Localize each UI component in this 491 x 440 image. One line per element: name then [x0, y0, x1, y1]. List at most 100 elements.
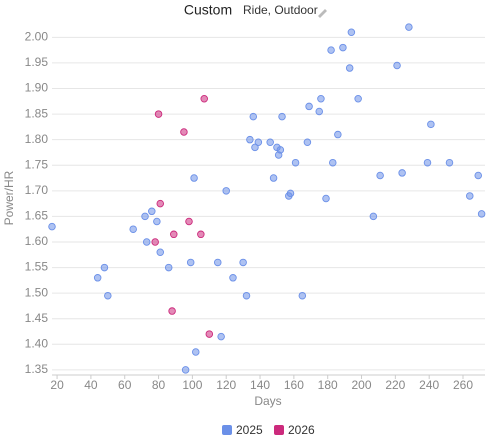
point — [239, 258, 247, 267]
point — [334, 130, 342, 139]
point — [242, 291, 251, 300]
point — [104, 291, 112, 300]
point — [291, 158, 300, 167]
edit-icon[interactable] — [318, 9, 327, 18]
point — [393, 61, 401, 70]
point — [205, 330, 214, 338]
point — [249, 112, 258, 121]
point — [445, 158, 454, 167]
point — [246, 135, 254, 144]
point — [151, 238, 159, 246]
point — [142, 238, 151, 246]
point — [376, 171, 384, 180]
point — [254, 138, 263, 146]
point — [129, 225, 137, 233]
point — [197, 230, 205, 239]
point — [298, 291, 307, 300]
y-tick-label: 1.80 — [25, 132, 49, 146]
point — [303, 138, 312, 146]
y-tick-label: 1.65 — [25, 209, 49, 223]
y-tick-label: 1.95 — [25, 55, 49, 69]
point — [347, 28, 356, 36]
point — [315, 107, 323, 116]
point — [100, 263, 109, 272]
point — [164, 263, 173, 272]
point — [181, 366, 190, 374]
point — [192, 348, 200, 356]
point — [466, 192, 474, 200]
y-tick-label: 1.40 — [25, 336, 49, 350]
point — [345, 64, 354, 72]
legend-label: 2025 — [236, 423, 263, 437]
point — [186, 258, 195, 267]
x-tick-label: 220 — [385, 378, 405, 392]
point — [185, 217, 193, 226]
point — [170, 230, 178, 239]
point — [217, 332, 225, 341]
x-tick-label: 180 — [318, 378, 338, 392]
point — [339, 43, 347, 52]
point — [48, 222, 56, 231]
x-tick-label: 20 — [50, 378, 64, 392]
y-tick-label: 1.45 — [25, 311, 49, 325]
legend-swatch — [222, 425, 232, 435]
point — [276, 146, 285, 154]
x-tick-label: 120 — [216, 378, 236, 392]
x-tick-label: 260 — [453, 378, 473, 392]
point — [154, 110, 163, 118]
x-axis-label: Days — [254, 394, 281, 408]
x-tick-label: 160 — [284, 378, 304, 392]
y-tick-label: 1.90 — [25, 81, 49, 95]
point — [474, 171, 482, 180]
point — [354, 94, 362, 103]
x-tick-label: 100 — [182, 378, 202, 392]
y-tick-label: 1.55 — [25, 260, 49, 274]
legend-label: 2026 — [288, 423, 315, 437]
point — [190, 174, 198, 182]
point — [222, 187, 230, 195]
y-tick-label: 1.50 — [25, 285, 49, 299]
y-tick-label: 1.75 — [25, 157, 49, 171]
point — [398, 169, 406, 177]
chart-title: Custom — [184, 2, 232, 18]
point — [156, 199, 164, 208]
point — [286, 189, 295, 198]
point — [251, 143, 259, 152]
point — [369, 212, 378, 221]
y-tick-label: 1.35 — [25, 362, 49, 376]
y-axis-label: Power/HR — [2, 170, 16, 225]
point — [266, 138, 274, 146]
point — [278, 112, 286, 121]
y-tick-label: 2.00 — [25, 30, 49, 44]
point — [329, 158, 337, 167]
point — [153, 217, 161, 226]
point — [305, 102, 313, 111]
point — [427, 120, 435, 129]
point — [156, 248, 164, 256]
point — [477, 210, 486, 218]
point — [141, 212, 149, 221]
point — [168, 307, 176, 315]
chart-subtitle: Ride, Outdoor — [243, 3, 318, 17]
point — [317, 94, 325, 103]
point — [423, 158, 432, 167]
point — [322, 194, 330, 203]
point — [269, 174, 278, 182]
x-tick-label: 200 — [352, 378, 372, 392]
x-tick-label: 80 — [152, 378, 166, 392]
point — [405, 23, 413, 31]
point — [148, 207, 156, 216]
point — [93, 274, 102, 282]
point — [180, 128, 188, 136]
point — [229, 274, 237, 282]
point — [200, 94, 208, 103]
y-tick-label: 1.85 — [25, 106, 49, 120]
x-tick-label: 60 — [118, 378, 132, 392]
point — [214, 258, 222, 267]
y-tick-label: 1.60 — [25, 234, 49, 248]
x-tick-label: 140 — [250, 378, 270, 392]
x-tick-label: 240 — [419, 378, 439, 392]
x-tick-label: 40 — [84, 378, 98, 392]
point — [327, 46, 335, 54]
